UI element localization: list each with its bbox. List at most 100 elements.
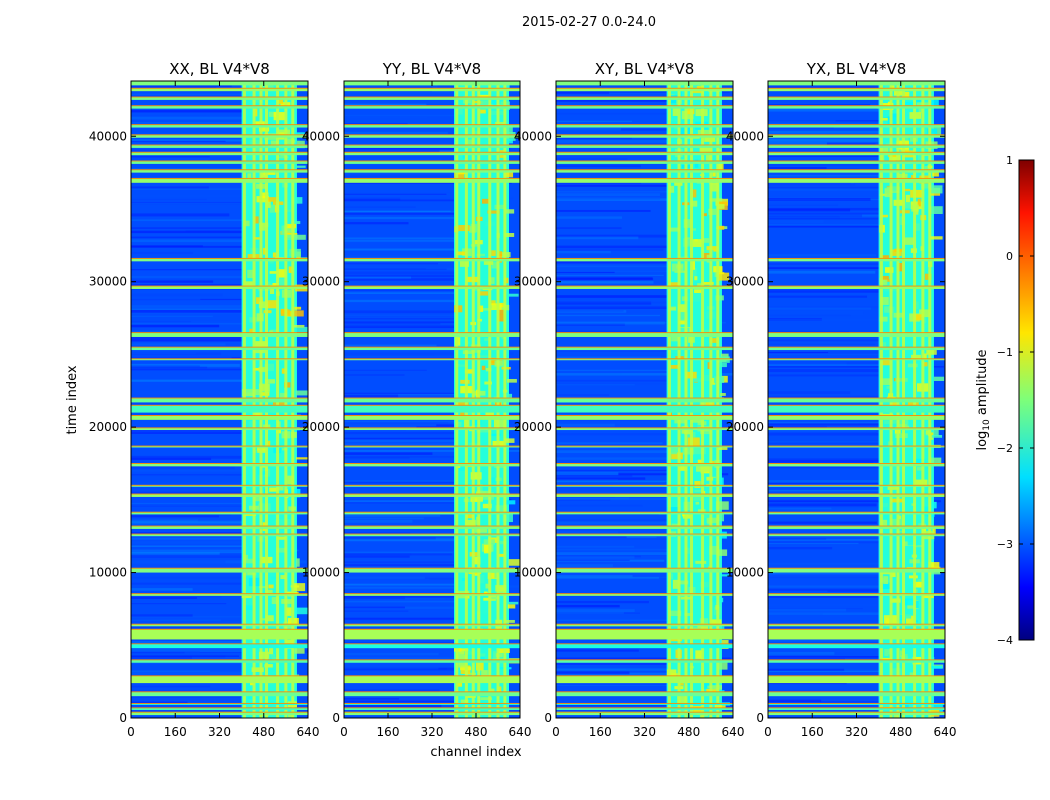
signal-blob [263, 247, 267, 255]
flagged-band-edge [768, 567, 945, 569]
signal-blob [465, 127, 472, 137]
signal-blob [924, 273, 932, 280]
heatmap-noise [344, 394, 399, 398]
signal-blob [267, 440, 271, 447]
y-tick-label: 20000 [302, 420, 340, 434]
signal-blob [243, 605, 254, 611]
heatmap-noise [344, 262, 438, 265]
axis-ticks: 0 160 320 480 640 0 10000 20000 30000 40000 [514, 81, 744, 739]
signal-blob [922, 506, 933, 516]
flagged-band [768, 526, 945, 529]
signal-blob [294, 646, 305, 654]
signal-blob [880, 214, 888, 218]
signal-blob [690, 92, 702, 99]
flagged-band-edge [768, 96, 945, 98]
heatmap-noise [131, 695, 276, 698]
signal-blob [692, 189, 697, 198]
heatmap-noise [131, 147, 293, 151]
signal-blob [270, 653, 275, 659]
signal-blob [687, 293, 701, 302]
y-tick-label: 20000 [89, 420, 127, 434]
heatmap-noise [768, 270, 876, 274]
heatmap-noise [344, 519, 413, 523]
flagged-band-edge [556, 525, 733, 527]
signal-blob [702, 401, 715, 406]
flagged-band [556, 593, 733, 596]
signal-blob [280, 575, 287, 580]
heatmap-noise [344, 652, 439, 656]
signal-blob [904, 656, 908, 660]
flagged-band [556, 258, 733, 262]
flagged-band [768, 88, 945, 92]
heatmap-noise [556, 330, 672, 334]
signal-blob [458, 225, 470, 232]
signal-blob [479, 490, 490, 496]
flagged-band-edge [344, 414, 520, 416]
flagged-band [344, 494, 520, 497]
flagged-band-edge [556, 151, 733, 153]
heatmap-noise [131, 352, 196, 354]
heatmap-noise [556, 236, 639, 240]
flagged-band-edge [768, 711, 945, 713]
flagged-band [344, 446, 520, 448]
heatmap-noise [768, 225, 914, 228]
heatmap-noise [768, 710, 903, 713]
signal-blob [283, 234, 297, 240]
flagged-band-edge [556, 643, 733, 645]
heatmap-noise [344, 517, 424, 520]
signal-blob [470, 167, 480, 170]
flagged-band-edge [131, 533, 308, 535]
heatmap-noise [768, 198, 871, 201]
signal-blob [296, 558, 300, 567]
signal-blob [480, 697, 493, 701]
signal-blob [254, 389, 261, 396]
signal-blob [289, 248, 301, 257]
signal-blob [915, 208, 919, 215]
heatmap-noise [556, 450, 670, 454]
signal-blob [491, 303, 502, 311]
signal-blob [264, 664, 273, 668]
flagged-band-edge [344, 397, 520, 399]
heatmap-noise [131, 670, 265, 672]
heatmap-noise [768, 588, 896, 591]
flagged-band [556, 659, 733, 663]
signal-blob [274, 519, 286, 528]
flagged-band-edge [768, 144, 945, 146]
x-tick-label: 640 [509, 725, 532, 739]
heatmap-noise [768, 155, 916, 158]
heatmap-noise [768, 120, 836, 123]
heatmap-noise [131, 230, 300, 234]
heatmap-noise [344, 318, 466, 320]
heatmap-noise [556, 128, 727, 130]
heatmap-noise [131, 293, 223, 297]
flagged-band [768, 494, 945, 497]
flagged-band-edge [768, 332, 945, 334]
heatmap-noise [344, 248, 509, 251]
signal-blob [268, 99, 276, 103]
heatmap-noise [768, 318, 884, 322]
heatmap-noise [768, 539, 935, 542]
heatmap-noise [768, 295, 868, 298]
flagged-band [768, 169, 945, 173]
signal-blob [709, 198, 723, 202]
heatmap-noise [556, 619, 714, 621]
flagged-band [131, 96, 308, 100]
heatmap-noise [556, 86, 625, 89]
heatmap-noise [131, 93, 259, 95]
signal-blob [672, 107, 679, 116]
flagged-band [131, 160, 308, 164]
signal-blob [271, 576, 276, 580]
flagged-band [768, 152, 945, 156]
flagged-band [344, 659, 520, 663]
signal-blob [241, 380, 251, 383]
flagged-band-edge [556, 691, 733, 693]
heatmap-noise [768, 668, 845, 672]
signal-blob [702, 253, 710, 259]
heatmap-image [556, 81, 733, 718]
heatmap-noise [556, 91, 610, 95]
flagged-band [768, 178, 945, 183]
colorbar-gradient [1018, 159, 1035, 641]
heatmap-noise [131, 139, 300, 142]
heatmap-noise [768, 576, 936, 579]
heatmap-noise [556, 245, 688, 249]
